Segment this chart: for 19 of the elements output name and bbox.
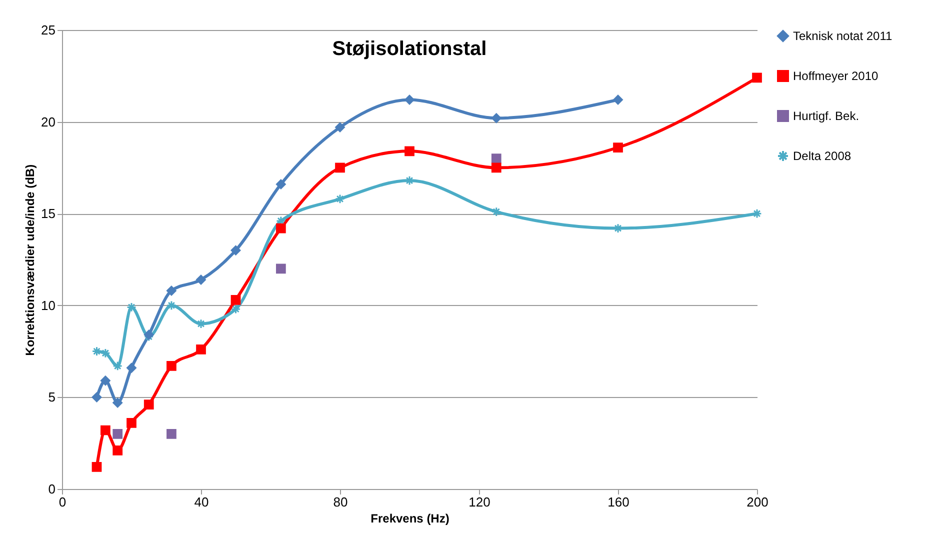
legend-label: Teknisk notat 2011 (793, 29, 892, 43)
legend-label: Hoffmeyer 2010 (793, 69, 878, 83)
x-tick-label: 80 (333, 494, 348, 510)
y-tick-label: 25 (41, 22, 56, 38)
x-tick-label: 160 (608, 494, 630, 510)
x-tick-label: 200 (746, 494, 768, 510)
x-tick-label: 120 (468, 494, 490, 510)
y-tick-label: 0 (48, 482, 56, 496)
y-tick-label: 10 (41, 298, 56, 313)
x-axis-title: Frekvens (Hz) (370, 512, 450, 526)
y-tick-label: 20 (41, 114, 56, 130)
chart-title: Støjisolationstal (332, 38, 487, 60)
y-tick-label: 5 (48, 390, 56, 405)
legend-label: Delta 2008 (793, 149, 852, 163)
y-axis-title: Korrektionsværdier ude/inde (dB) (23, 164, 38, 356)
legend-label: Hurtigf. Bek. (793, 109, 860, 123)
y-tick-label: 15 (41, 206, 56, 222)
x-tick-label: 0 (58, 494, 66, 510)
x-tick-label: 40 (194, 494, 209, 510)
